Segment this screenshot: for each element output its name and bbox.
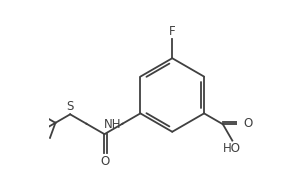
Text: O: O (243, 117, 253, 130)
Text: F: F (169, 25, 176, 38)
Text: HO: HO (223, 142, 241, 155)
Text: S: S (66, 100, 74, 113)
Text: O: O (101, 155, 110, 168)
Text: NH: NH (104, 118, 122, 131)
